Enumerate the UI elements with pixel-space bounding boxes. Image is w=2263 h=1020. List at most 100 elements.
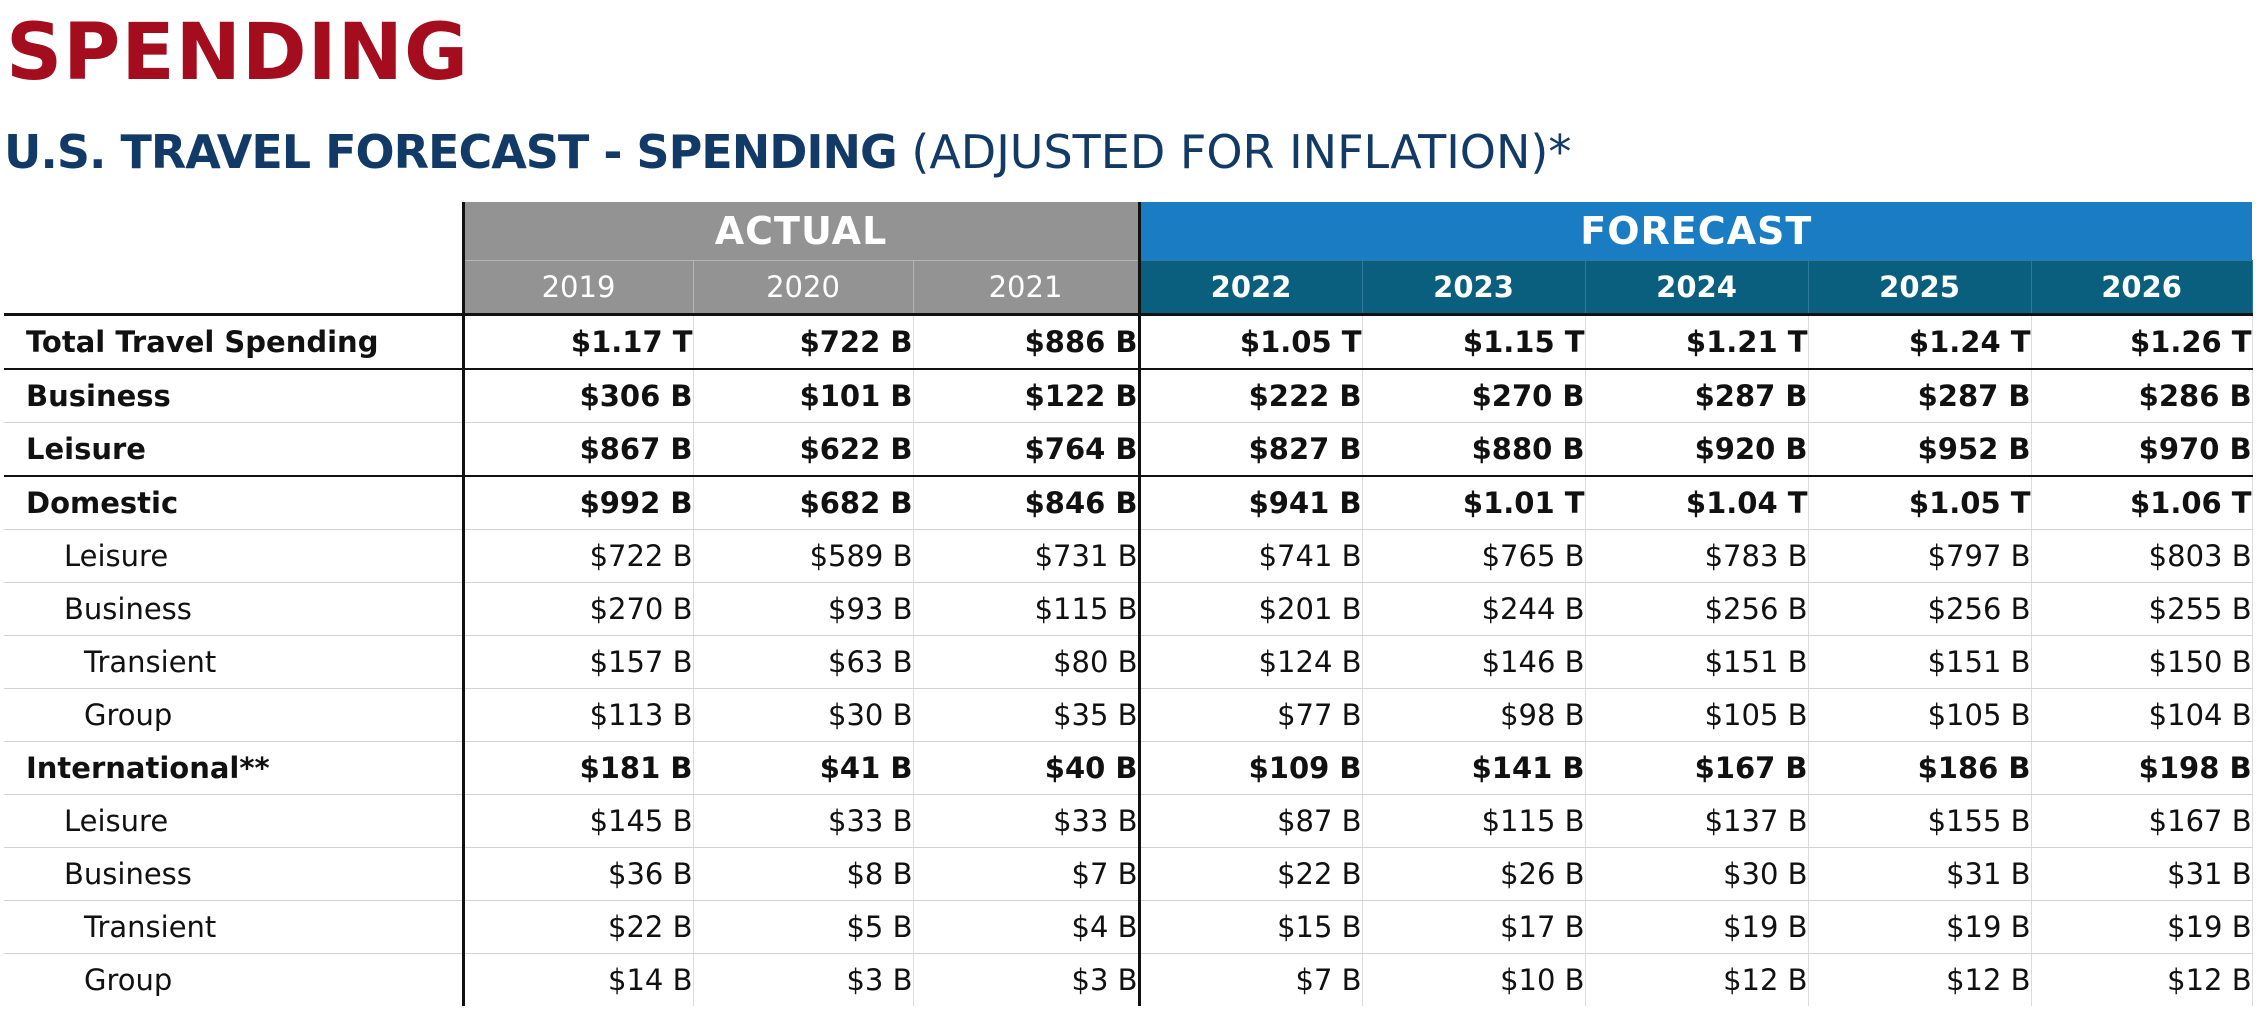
year-header-2023: 2023 xyxy=(1362,260,1586,315)
table-cell: $722 B xyxy=(693,313,914,370)
year-header-2022: 2022 xyxy=(1137,260,1363,315)
table-cell: $764 B xyxy=(913,422,1140,477)
table-cell: $1.06 T xyxy=(2031,475,2253,530)
table-cell: $244 B xyxy=(1362,582,1586,636)
table-row: Transient $157 B $63 B $80 B $124 B $146 B $15… xyxy=(4,635,2253,689)
table-cell: $181 B xyxy=(461,741,694,795)
table-cell: $886 B xyxy=(913,313,1140,370)
table-cell: $880 B xyxy=(1362,422,1586,477)
table-cell: $155 B xyxy=(1808,794,2032,848)
table-cell: $287 B xyxy=(1808,368,2032,423)
table-cell: $589 B xyxy=(693,529,914,583)
table-cell: $22 B xyxy=(1137,847,1363,901)
table-cell: $145 B xyxy=(461,794,694,848)
table-cell: $256 B xyxy=(1585,582,1809,636)
table-cell: $920 B xyxy=(1585,422,1809,477)
table-cell: $1.24 T xyxy=(1808,313,2032,370)
table-row: Leisure $867 B $622 B $764 B $827 B $880 B $92… xyxy=(4,422,2253,477)
table-cell: $3 B xyxy=(693,953,914,1006)
table-cell: $30 B xyxy=(1585,847,1809,901)
year-header-2025: 2025 xyxy=(1808,260,2032,315)
table-cell: $867 B xyxy=(461,422,694,477)
row-label: Business xyxy=(4,582,463,636)
year-header-2021: 2021 xyxy=(913,260,1140,315)
table-cell: $22 B xyxy=(461,900,694,954)
table-cell: $4 B xyxy=(913,900,1140,954)
row-label: Leisure xyxy=(4,422,463,477)
table-title: U.S. TRAVEL FORECAST - SPENDING (ADJUSTE… xyxy=(4,122,1571,182)
table-cell: $157 B xyxy=(461,635,694,689)
table-cell: $306 B xyxy=(461,368,694,423)
table-cell: $255 B xyxy=(2031,582,2253,636)
table-cell: $98 B xyxy=(1362,688,1586,742)
table-cell: $1.05 T xyxy=(1137,313,1363,370)
table-row: Group $113 B $30 B $35 B $77 B $98 B $105 B $10… xyxy=(4,688,2253,742)
table-cell: $12 B xyxy=(2031,953,2253,1006)
table-cell: $682 B xyxy=(693,475,914,530)
table-cell: $35 B xyxy=(913,688,1140,742)
table-cell: $1.01 T xyxy=(1362,475,1586,530)
year-header-2024: 2024 xyxy=(1585,260,1809,315)
table-cell: $93 B xyxy=(693,582,914,636)
row-label: Total Travel Spending xyxy=(4,313,463,370)
table-cell: $17 B xyxy=(1362,900,1586,954)
table-cell: $137 B xyxy=(1585,794,1809,848)
row-label: Business xyxy=(4,847,463,901)
year-header-2019: 2019 xyxy=(461,260,694,315)
table-cell: $151 B xyxy=(1808,635,2032,689)
table-cell: $31 B xyxy=(2031,847,2253,901)
table-cell: $827 B xyxy=(1137,422,1363,477)
row-label: Transient xyxy=(4,635,463,689)
row-label: Group xyxy=(4,688,463,742)
table-cell: $270 B xyxy=(1362,368,1586,423)
table-cell: $8 B xyxy=(693,847,914,901)
row-label: Leisure xyxy=(4,529,463,583)
table-cell: $765 B xyxy=(1362,529,1586,583)
table-cell: $3 B xyxy=(913,953,1140,1006)
table-row: Domestic $992 B $682 B $846 B $941 B $1.01 T $… xyxy=(4,475,2253,530)
table-body: Total Travel Spending $1.17 T $722 B $886 B… xyxy=(4,313,2253,1006)
table-cell: $222 B xyxy=(1137,368,1363,423)
table-cell: $31 B xyxy=(1808,847,2032,901)
spending-forecast-table: ACTUAL FORECAST 2019 2020 2021 2022 2023… xyxy=(4,202,2253,1006)
table-cell: $36 B xyxy=(461,847,694,901)
table-cell: $87 B xyxy=(1137,794,1363,848)
table-row: Business $36 B $8 B $7 B $22 B $26 B $30 B $31 … xyxy=(4,847,2253,901)
table-cell: $1.05 T xyxy=(1808,475,2032,530)
row-label: International** xyxy=(4,741,463,795)
table-cell: $19 B xyxy=(1808,900,2032,954)
section-heading: SPENDING xyxy=(6,8,469,98)
table-cell: $622 B xyxy=(693,422,914,477)
table-cell: $146 B xyxy=(1362,635,1586,689)
year-header-2020: 2020 xyxy=(693,260,914,315)
group-header-row: ACTUAL FORECAST xyxy=(4,202,2253,261)
table-cell: $26 B xyxy=(1362,847,1586,901)
table-cell: $970 B xyxy=(2031,422,2253,477)
row-label: Transient xyxy=(4,900,463,954)
table-cell: $15 B xyxy=(1137,900,1363,954)
table-row: Business $306 B $101 B $122 B $222 B $270 B $2… xyxy=(4,368,2253,423)
table-cell: $286 B xyxy=(2031,368,2253,423)
table-cell: $104 B xyxy=(2031,688,2253,742)
year-header-2026: 2026 xyxy=(2031,260,2253,315)
table-cell: $1.26 T xyxy=(2031,313,2253,370)
table-cell: $19 B xyxy=(1585,900,1809,954)
table-cell: $10 B xyxy=(1362,953,1586,1006)
table-title-qualifier: (ADJUSTED FOR INFLATION)* xyxy=(896,125,1572,179)
table-row: International** $181 B $41 B $40 B $109 B $14… xyxy=(4,741,2253,795)
table-cell: $12 B xyxy=(1808,953,2032,1006)
actual-group-header: ACTUAL xyxy=(461,202,1140,261)
table-cell: $33 B xyxy=(693,794,914,848)
table-cell: $1.21 T xyxy=(1585,313,1809,370)
table-cell: $846 B xyxy=(913,475,1140,530)
table-cell: $41 B xyxy=(693,741,914,795)
table-cell: $122 B xyxy=(913,368,1140,423)
table-title-main: U.S. TRAVEL FORECAST - SPENDING xyxy=(4,125,898,179)
table-cell: $287 B xyxy=(1585,368,1809,423)
table-cell: $783 B xyxy=(1585,529,1809,583)
table-cell: $7 B xyxy=(1137,953,1363,1006)
table-cell: $30 B xyxy=(693,688,914,742)
table-row: Group $14 B $3 B $3 B $7 B $10 B $12 B $12 B $12… xyxy=(4,953,2253,1006)
table-cell: $803 B xyxy=(2031,529,2253,583)
forecast-group-header: FORECAST xyxy=(1137,202,2253,261)
